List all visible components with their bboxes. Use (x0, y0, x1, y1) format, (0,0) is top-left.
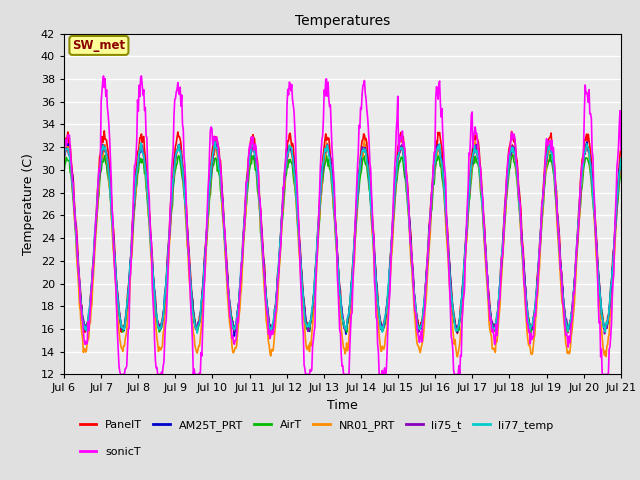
PanelT (128, 222, 136, 228)
AirT (617, 166, 625, 171)
li77_temp (211, 139, 219, 144)
Title: Temperatures: Temperatures (295, 14, 390, 28)
NR01_PRT (184, 248, 192, 253)
AirT (184, 245, 192, 251)
PanelT (214, 143, 222, 148)
li75_t (428, 205, 435, 211)
sonicT (412, 310, 419, 315)
PanelT (617, 145, 625, 151)
NR01_PRT (70, 209, 78, 215)
X-axis label: Time: Time (327, 399, 358, 412)
AM25T_PRT (583, 139, 591, 145)
sonicT (428, 187, 436, 193)
sonicT (128, 228, 136, 233)
AirT (547, 152, 554, 157)
Text: SW_met: SW_met (72, 39, 125, 52)
li77_temp (70, 203, 78, 208)
AM25T_PRT (411, 299, 419, 305)
AM25T_PRT (617, 158, 625, 164)
li75_t (60, 154, 68, 160)
li75_t (617, 158, 625, 164)
li77_temp (193, 330, 201, 336)
AirT (60, 171, 68, 177)
li75_t (601, 331, 609, 337)
AirT (526, 332, 534, 338)
NR01_PRT (360, 138, 368, 144)
PanelT (411, 296, 419, 302)
PanelT (60, 149, 68, 155)
sonicT (116, 372, 124, 377)
AM25T_PRT (428, 203, 435, 208)
AM25T_PRT (214, 146, 221, 152)
PanelT (428, 196, 435, 202)
PanelT (100, 128, 108, 134)
li77_temp (617, 156, 625, 161)
AirT (127, 255, 135, 261)
Line: li75_t: li75_t (64, 142, 621, 334)
li77_temp (412, 302, 419, 308)
sonicT (617, 147, 625, 153)
Line: NR01_PRT: NR01_PRT (64, 141, 621, 357)
NR01_PRT (428, 209, 435, 215)
sonicT (215, 151, 223, 156)
NR01_PRT (617, 161, 625, 167)
NR01_PRT (411, 315, 419, 321)
li77_temp (60, 156, 68, 162)
sonicT (70, 203, 78, 208)
NR01_PRT (214, 155, 221, 160)
NR01_PRT (60, 162, 68, 168)
AirT (426, 222, 434, 228)
li75_t (214, 153, 222, 159)
Line: sonicT: sonicT (64, 76, 621, 374)
AirT (214, 168, 221, 174)
AM25T_PRT (70, 201, 78, 206)
sonicT (186, 272, 193, 278)
li77_temp (184, 242, 192, 248)
PanelT (70, 194, 78, 200)
Line: li77_temp: li77_temp (64, 142, 621, 333)
PanelT (185, 245, 193, 251)
li75_t (127, 251, 135, 256)
li75_t (70, 203, 78, 209)
sonicT (138, 73, 145, 79)
AirT (410, 289, 418, 295)
li75_t (411, 294, 419, 300)
AirT (70, 209, 78, 215)
li77_temp (215, 166, 223, 171)
li75_t (184, 238, 192, 244)
Line: AirT: AirT (64, 155, 621, 335)
NR01_PRT (454, 354, 461, 360)
PanelT (454, 331, 461, 336)
AM25T_PRT (60, 155, 68, 160)
Y-axis label: Temperature (C): Temperature (C) (22, 153, 35, 255)
AM25T_PRT (230, 333, 238, 339)
AM25T_PRT (127, 247, 135, 252)
Legend: sonicT: sonicT (75, 443, 145, 461)
NR01_PRT (127, 255, 135, 261)
Line: AM25T_PRT: AM25T_PRT (64, 142, 621, 336)
Line: PanelT: PanelT (64, 131, 621, 334)
sonicT (60, 153, 68, 158)
li77_temp (428, 191, 436, 196)
AM25T_PRT (184, 239, 192, 245)
li77_temp (127, 241, 135, 247)
li75_t (211, 139, 219, 144)
